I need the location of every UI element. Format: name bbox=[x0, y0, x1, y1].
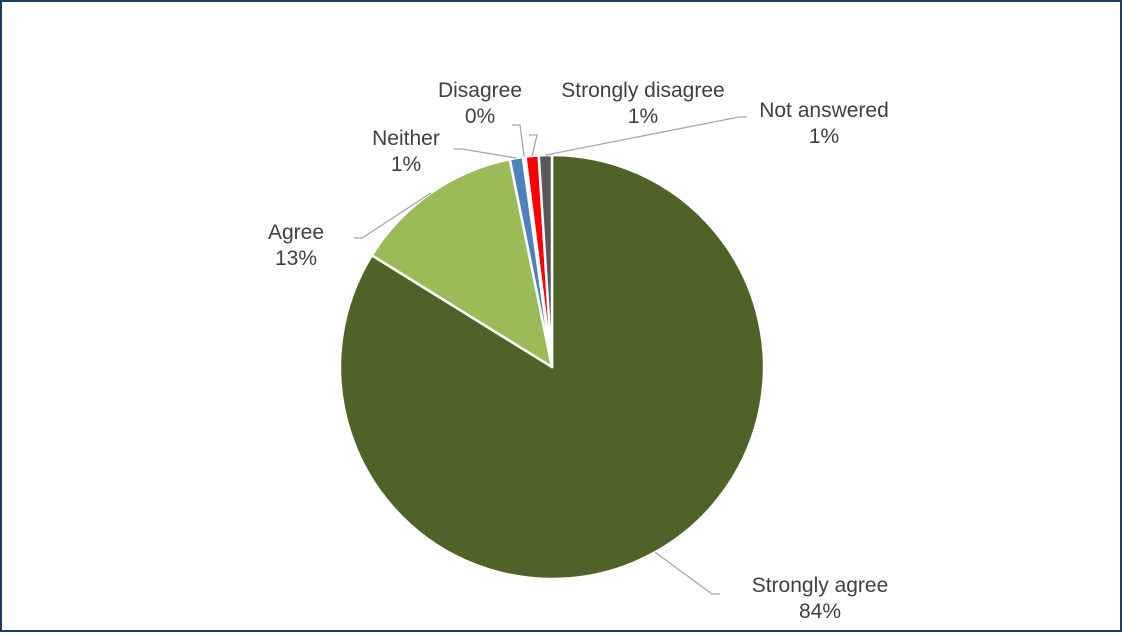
slice-label-strongly-disagree: Strongly disagree bbox=[561, 79, 724, 102]
slice-percent-strongly-agree: 84% bbox=[799, 600, 841, 623]
leader-line-disagree bbox=[512, 124, 525, 157]
slice-label-strongly-agree: Strongly agree bbox=[752, 574, 889, 597]
slice-label-not-answered: Not answered bbox=[759, 99, 889, 122]
slice-percent-not-answered: 1% bbox=[809, 125, 839, 148]
slice-percent-agree: 13% bbox=[275, 247, 317, 270]
leader-line-strongly-agree bbox=[654, 551, 720, 595]
slice-label-disagree: Disagree bbox=[438, 79, 522, 102]
data-labels: Strongly agree 84% Agree 13% Neither 1% Disagr… bbox=[268, 79, 889, 623]
leader-line-neither bbox=[454, 148, 517, 159]
slice-label-agree: Agree bbox=[268, 221, 324, 244]
slice-percent-neither: 1% bbox=[391, 153, 421, 176]
pie-slice-agree bbox=[370, 158, 554, 369]
leader-line-strongly-disagree bbox=[529, 134, 538, 157]
slice-label-neither: Neither bbox=[372, 127, 440, 150]
leader-line-not-answered bbox=[545, 116, 747, 156]
leader-lines bbox=[354, 116, 747, 595]
slice-percent-strongly-disagree: 1% bbox=[628, 105, 658, 128]
pie-slices bbox=[338, 153, 766, 581]
slice-percent-disagree: 0% bbox=[465, 105, 495, 128]
leader-line-agree bbox=[354, 192, 432, 239]
pie-slice-strongly-agree bbox=[338, 153, 766, 581]
